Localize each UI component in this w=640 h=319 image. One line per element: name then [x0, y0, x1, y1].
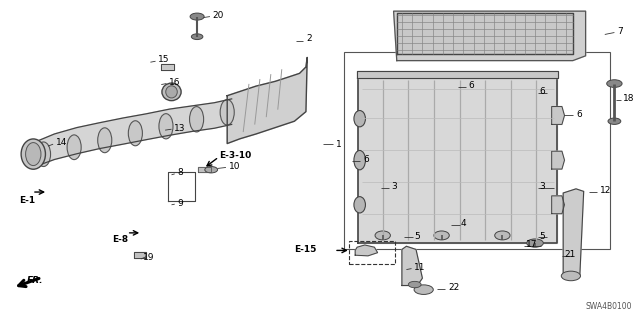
Text: 13: 13	[174, 124, 186, 133]
Text: 1: 1	[336, 140, 342, 149]
Circle shape	[408, 281, 421, 288]
Polygon shape	[552, 196, 564, 214]
Circle shape	[190, 13, 204, 20]
Text: 14: 14	[56, 138, 67, 147]
Circle shape	[608, 118, 621, 124]
Polygon shape	[357, 71, 558, 78]
Circle shape	[191, 34, 203, 40]
Ellipse shape	[220, 100, 234, 125]
Ellipse shape	[98, 128, 112, 153]
Text: SWA4B0100: SWA4B0100	[586, 302, 632, 311]
Text: 6: 6	[576, 110, 582, 119]
Bar	[349, 241, 395, 264]
Text: 3: 3	[392, 182, 397, 191]
Text: 4: 4	[461, 219, 467, 228]
Ellipse shape	[162, 83, 181, 101]
Circle shape	[561, 271, 580, 281]
Text: 9: 9	[177, 199, 183, 208]
Text: 21: 21	[564, 250, 576, 259]
Text: 2: 2	[306, 34, 312, 43]
Ellipse shape	[495, 231, 510, 240]
Ellipse shape	[354, 197, 365, 213]
Text: 6: 6	[363, 155, 369, 164]
Text: E-15: E-15	[294, 245, 317, 254]
Ellipse shape	[26, 143, 41, 166]
Text: E-8: E-8	[112, 235, 128, 244]
Circle shape	[414, 285, 433, 294]
Text: 16: 16	[169, 78, 180, 87]
Bar	[344, 52, 610, 249]
Ellipse shape	[67, 135, 81, 160]
Polygon shape	[552, 151, 564, 169]
Text: 10: 10	[228, 162, 240, 171]
Polygon shape	[402, 246, 422, 286]
Text: 15: 15	[158, 56, 170, 64]
Ellipse shape	[36, 142, 51, 167]
Text: 20: 20	[212, 11, 224, 20]
Ellipse shape	[434, 231, 449, 240]
Circle shape	[527, 239, 543, 247]
Text: 11: 11	[414, 263, 426, 272]
Polygon shape	[35, 99, 232, 167]
Text: E-1: E-1	[19, 197, 35, 205]
Circle shape	[205, 167, 218, 173]
Text: 18: 18	[623, 94, 635, 103]
Polygon shape	[198, 167, 211, 172]
Polygon shape	[394, 11, 586, 61]
Polygon shape	[563, 189, 584, 275]
Text: 12: 12	[600, 186, 611, 195]
Ellipse shape	[21, 139, 45, 169]
Text: FR.: FR.	[27, 276, 44, 285]
Ellipse shape	[128, 121, 142, 146]
Text: 3: 3	[540, 182, 545, 191]
Ellipse shape	[354, 110, 365, 127]
Text: E-3-10: E-3-10	[219, 151, 251, 160]
Polygon shape	[134, 252, 146, 258]
Text: 6: 6	[468, 81, 474, 90]
Text: 6: 6	[540, 87, 545, 96]
Text: 22: 22	[448, 283, 460, 292]
Text: 19: 19	[143, 253, 155, 262]
Text: 5: 5	[540, 232, 545, 241]
Polygon shape	[161, 64, 174, 70]
Text: 17: 17	[526, 241, 538, 249]
Text: 7: 7	[617, 27, 623, 36]
Polygon shape	[227, 57, 307, 144]
Ellipse shape	[189, 107, 204, 132]
Text: 5: 5	[415, 232, 420, 241]
Ellipse shape	[166, 86, 177, 98]
Ellipse shape	[375, 231, 390, 240]
Polygon shape	[552, 107, 564, 124]
Polygon shape	[358, 77, 557, 243]
Ellipse shape	[354, 151, 365, 170]
Polygon shape	[355, 245, 378, 256]
Text: 8: 8	[177, 168, 183, 177]
Polygon shape	[397, 13, 573, 54]
Circle shape	[607, 80, 622, 87]
Ellipse shape	[159, 114, 173, 139]
